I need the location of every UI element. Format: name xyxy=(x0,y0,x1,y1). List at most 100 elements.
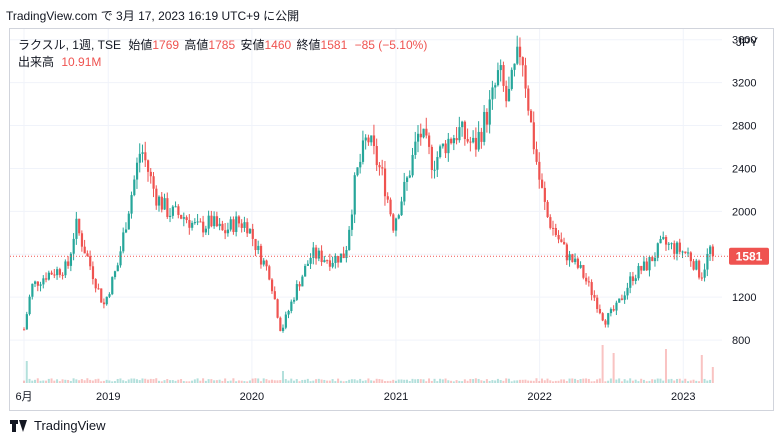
volume-bar xyxy=(111,381,114,383)
candle-body xyxy=(604,320,607,325)
candle-body xyxy=(587,281,591,283)
candle-body xyxy=(138,153,141,163)
volume-bar xyxy=(279,380,282,383)
chart-frame[interactable] xyxy=(9,28,774,411)
volume-bar xyxy=(667,379,670,383)
candle-body xyxy=(527,88,530,111)
candle-body xyxy=(58,269,62,275)
footer-brand[interactable]: TradingView xyxy=(10,418,106,433)
candle-body xyxy=(152,176,155,189)
candle-body xyxy=(529,110,533,123)
candle-body xyxy=(221,223,224,231)
volume-bar xyxy=(182,381,185,383)
candle-body xyxy=(331,262,334,267)
candle-body xyxy=(34,281,37,284)
volume-bar xyxy=(174,380,177,383)
volume-bar xyxy=(78,380,81,383)
volume-bar xyxy=(56,379,59,383)
y-tick-label: 2000 xyxy=(732,206,756,218)
candle-body xyxy=(100,288,103,303)
candle-body xyxy=(166,198,169,217)
candle-body xyxy=(667,243,670,245)
volume-bar xyxy=(138,380,141,383)
candle-body xyxy=(521,57,524,66)
volume-bar xyxy=(155,378,158,383)
candle-body xyxy=(447,138,450,154)
volume-bar xyxy=(604,381,607,383)
volume-bar xyxy=(535,378,538,383)
candle-body xyxy=(158,196,161,206)
candle-body xyxy=(417,133,420,142)
volume-bar xyxy=(678,378,681,383)
volume-bar xyxy=(293,380,296,383)
volume-bar xyxy=(469,378,472,383)
candle-body xyxy=(246,222,249,234)
open-label: 始値 xyxy=(128,38,153,52)
volume-bar xyxy=(441,379,444,383)
candle-body xyxy=(653,257,657,262)
candle-body xyxy=(171,206,174,216)
volume-bar xyxy=(23,380,25,383)
candle-body xyxy=(202,221,205,233)
volume-bar xyxy=(160,381,163,383)
candle-body xyxy=(634,278,637,281)
candle-body xyxy=(483,111,486,142)
candle-body xyxy=(444,143,447,154)
candle-body xyxy=(113,271,117,278)
candle-body xyxy=(441,143,445,147)
volume-bar xyxy=(306,378,309,383)
candle-body xyxy=(226,229,230,234)
candle-body xyxy=(552,227,555,229)
close-label: 終値 xyxy=(296,38,321,52)
volume-bar xyxy=(510,381,513,383)
volume-bar xyxy=(268,380,271,383)
candle-body xyxy=(381,167,384,169)
volume-bar xyxy=(383,381,386,383)
candle-body xyxy=(601,313,604,321)
volume-bar xyxy=(381,379,384,383)
candle-body xyxy=(629,276,632,288)
volume-legend: 出来高 10.91M xyxy=(18,53,101,70)
candle-body xyxy=(276,299,279,318)
volume-bar xyxy=(34,379,37,383)
publish-header: TradingView.com で 3月 17, 2023 16:19 UTC+… xyxy=(6,7,299,24)
candle-body xyxy=(350,214,354,230)
volume-bar xyxy=(177,379,180,383)
volume-bar xyxy=(419,379,422,383)
candle-body xyxy=(207,215,210,229)
candle-body xyxy=(80,233,84,247)
volume-bar xyxy=(557,380,560,383)
volume-label: 出来高 xyxy=(18,55,55,69)
candle-body xyxy=(251,228,254,239)
candle-body xyxy=(287,310,290,315)
candle-body xyxy=(42,278,45,285)
volume-bar xyxy=(618,378,621,383)
volume-bar xyxy=(337,378,340,383)
volume-bar xyxy=(119,378,122,383)
volume-bar xyxy=(428,378,431,383)
candle-body xyxy=(615,302,618,311)
candle-body xyxy=(590,282,593,296)
candle-body xyxy=(122,232,125,252)
candle-body xyxy=(254,238,257,251)
candle-body xyxy=(557,235,560,240)
price-axis[interactable]: 8001200160020002400280032003600 xyxy=(732,35,756,347)
volume-bar xyxy=(417,379,420,383)
candle-body xyxy=(301,276,304,287)
candle-body xyxy=(532,122,535,150)
volume-bar xyxy=(257,378,260,383)
candle-body xyxy=(102,302,106,305)
volume-bar xyxy=(552,381,555,383)
volume-bar xyxy=(232,378,235,383)
volume-bar xyxy=(135,379,138,383)
x-tick-label: 2022 xyxy=(527,391,551,403)
candle-body xyxy=(345,250,348,259)
candle-body xyxy=(262,260,265,265)
candle-body xyxy=(53,274,56,276)
candle-body xyxy=(378,165,381,168)
candle-body xyxy=(50,272,53,275)
tradingview-logo-icon xyxy=(10,419,28,432)
time-axis[interactable]: 6月 2019 2020 2021 2022 2023 xyxy=(15,391,695,403)
volume-bar xyxy=(596,379,599,383)
